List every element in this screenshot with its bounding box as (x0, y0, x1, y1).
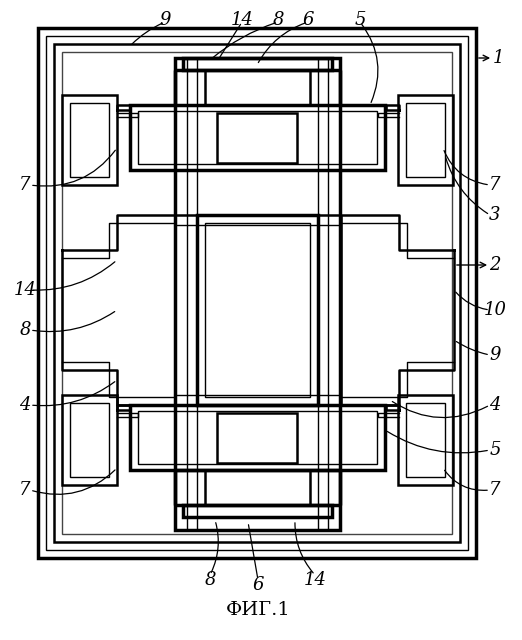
Text: 8: 8 (19, 321, 31, 339)
Bar (398, 95, 453, 185)
Bar (183, 505, 332, 517)
Text: 7: 7 (19, 176, 31, 194)
Bar (398, 395, 453, 485)
Text: ФИГ.1: ФИГ.1 (226, 601, 290, 619)
Text: 5: 5 (354, 11, 366, 29)
Text: 8: 8 (204, 571, 216, 589)
Bar (205, 223, 310, 397)
Text: 4: 4 (19, 396, 31, 414)
Text: 9: 9 (159, 11, 171, 29)
Text: 9: 9 (489, 346, 501, 364)
Bar (70, 103, 109, 177)
Bar (70, 403, 109, 477)
Bar (183, 58, 332, 70)
Bar (62, 95, 117, 185)
Bar (130, 105, 385, 170)
Text: 3: 3 (489, 206, 501, 224)
Text: 7: 7 (489, 176, 501, 194)
Bar (62, 395, 117, 485)
Bar (130, 405, 385, 470)
Text: 4: 4 (489, 396, 501, 414)
Bar (217, 413, 297, 463)
Text: 8: 8 (272, 11, 284, 29)
Bar (62, 52, 452, 534)
Text: 7: 7 (19, 481, 31, 499)
Bar (406, 103, 445, 177)
Bar (175, 58, 340, 530)
Bar (406, 403, 445, 477)
Bar (217, 113, 297, 163)
Text: 1: 1 (492, 49, 504, 67)
Text: 10: 10 (483, 301, 506, 319)
Text: 2: 2 (489, 256, 501, 274)
Text: 14: 14 (303, 571, 326, 589)
Text: 6: 6 (252, 576, 264, 594)
Text: 14: 14 (231, 11, 254, 29)
Bar (54, 44, 460, 542)
Text: 6: 6 (302, 11, 314, 29)
Text: 14: 14 (14, 281, 37, 299)
Text: 7: 7 (489, 481, 501, 499)
Text: 5: 5 (489, 441, 501, 459)
Bar (138, 111, 377, 164)
Bar (46, 36, 468, 550)
Bar (138, 411, 377, 464)
Bar (38, 28, 476, 558)
Bar (197, 215, 318, 405)
